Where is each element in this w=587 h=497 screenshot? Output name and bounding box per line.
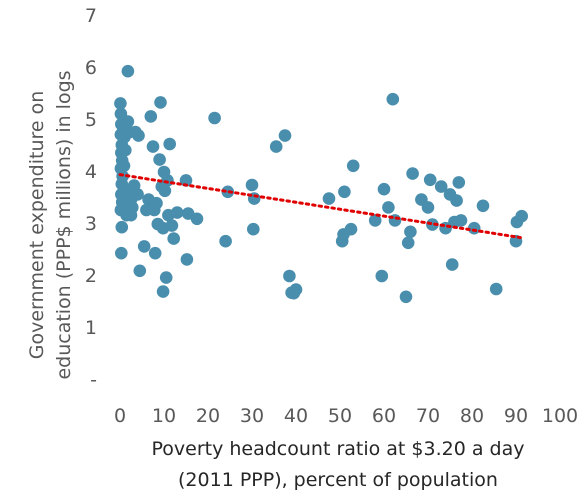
data-point xyxy=(150,196,163,210)
data-point xyxy=(515,209,528,223)
y-axis-title-line-2: education (PPP$ millions) in logs xyxy=(53,70,75,379)
data-point xyxy=(247,222,260,236)
data-point xyxy=(445,258,459,271)
y-tick-label: 7 xyxy=(85,5,97,27)
data-point xyxy=(454,214,468,227)
x-axis-title-line-2: (2011 PPP), percent of population xyxy=(178,469,498,491)
data-point xyxy=(375,269,389,283)
data-point xyxy=(115,246,128,260)
x-tick-label: 20 xyxy=(196,405,220,427)
data-point xyxy=(386,92,400,106)
y-tick-label: 2 xyxy=(85,265,97,287)
data-point xyxy=(467,221,481,235)
x-tick-label: 40 xyxy=(284,405,308,427)
data-point xyxy=(404,225,417,239)
y-tick-label: 4 xyxy=(85,161,97,183)
data-point xyxy=(489,282,503,296)
data-point xyxy=(423,173,437,187)
data-point xyxy=(115,220,129,234)
data-point xyxy=(452,176,466,189)
data-point xyxy=(117,159,131,173)
x-tick-label: 80 xyxy=(460,405,484,427)
data-point xyxy=(322,192,336,205)
data-point xyxy=(219,234,232,248)
data-point xyxy=(190,212,204,226)
data-point xyxy=(165,219,179,232)
data-point xyxy=(399,290,413,304)
data-point xyxy=(289,283,303,296)
data-point xyxy=(170,206,184,219)
data-point xyxy=(146,140,160,153)
data-point xyxy=(124,208,138,222)
data-point xyxy=(208,111,221,125)
data-point xyxy=(180,253,194,266)
data-point xyxy=(158,184,172,198)
x-axis-ticks: 0 10 20 30 40 50 60 70 80 90 100 xyxy=(114,405,578,427)
y-axis-title-line-1: Government expenditure on xyxy=(26,91,48,360)
data-point xyxy=(421,201,435,214)
data-point xyxy=(154,96,167,109)
data-point xyxy=(137,240,151,253)
data-point xyxy=(476,199,490,213)
x-tick-label: 100 xyxy=(542,405,578,427)
data-point xyxy=(338,185,351,199)
x-tick-label: 30 xyxy=(240,405,264,427)
data-point xyxy=(406,167,419,180)
data-point xyxy=(114,97,127,110)
y-tick-label: - xyxy=(90,369,97,391)
data-point xyxy=(163,137,176,151)
x-axis-title: Poverty headcount ratio at $3.20 a day (… xyxy=(151,438,524,491)
data-point xyxy=(269,140,283,153)
data-point xyxy=(450,194,463,207)
data-point xyxy=(132,129,145,142)
y-axis-title: Government expenditure on education (PPP… xyxy=(26,70,75,379)
x-tick-label: 50 xyxy=(328,405,352,427)
data-point xyxy=(148,246,162,260)
data-point xyxy=(278,129,292,142)
data-point xyxy=(167,232,180,245)
data-point xyxy=(377,182,391,196)
data-point xyxy=(344,222,358,236)
data-point xyxy=(401,236,415,250)
data-point xyxy=(119,143,132,157)
y-tick-label: 6 xyxy=(85,57,97,79)
x-tick-label: 0 xyxy=(114,405,126,427)
data-point xyxy=(121,64,135,78)
y-tick-label: 1 xyxy=(85,317,97,339)
data-point xyxy=(346,159,360,173)
data-point xyxy=(133,264,147,278)
data-point xyxy=(434,180,448,193)
y-tick-label: 5 xyxy=(85,109,97,131)
x-axis-title-line-1: Poverty headcount ratio at $3.20 a day xyxy=(151,438,524,460)
data-point xyxy=(368,214,382,227)
data-point xyxy=(144,110,158,123)
data-point xyxy=(131,188,144,201)
y-axis-ticks: - 1 2 3 4 5 6 7 xyxy=(85,5,97,391)
x-tick-label: 60 xyxy=(372,405,396,427)
data-point xyxy=(382,201,395,214)
trendline xyxy=(118,173,522,240)
data-point xyxy=(161,174,174,187)
x-tick-label: 10 xyxy=(152,405,176,427)
data-point xyxy=(121,115,135,128)
data-point xyxy=(179,174,193,187)
data-points xyxy=(114,64,528,304)
data-point xyxy=(153,153,166,166)
data-point xyxy=(156,285,170,298)
x-tick-label: 70 xyxy=(416,405,440,427)
data-point xyxy=(426,218,439,231)
x-tick-label: 90 xyxy=(504,405,528,427)
data-point xyxy=(283,269,296,283)
data-point xyxy=(245,178,259,192)
data-point xyxy=(159,271,173,284)
y-tick-label: 3 xyxy=(85,213,97,235)
